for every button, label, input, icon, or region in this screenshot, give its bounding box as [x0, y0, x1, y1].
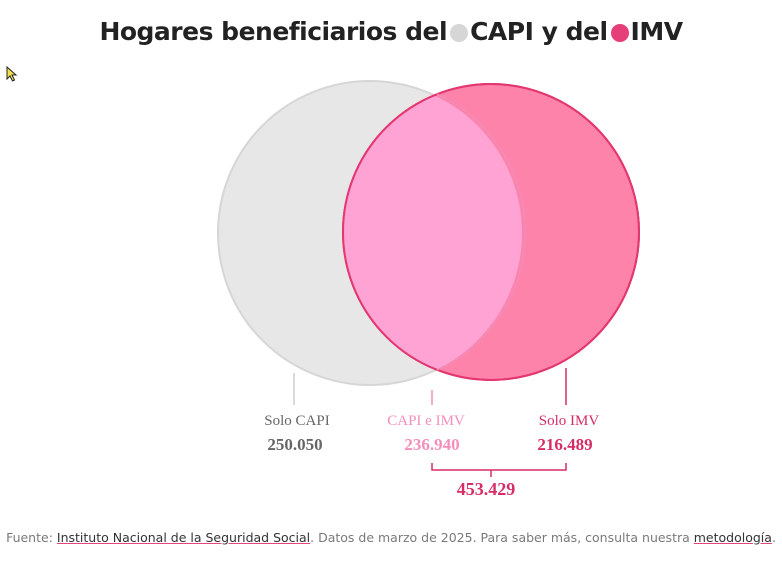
source-note: Fuente: Instituto Nacional de la Segurid…	[0, 530, 782, 545]
capi-legend-dot	[450, 24, 469, 42]
overlap-value: 236.940	[404, 435, 459, 454]
title-capi: CAPI	[470, 17, 534, 46]
solo-imv-label: Solo IMV	[539, 413, 600, 429]
chart-title: Hogares beneficiarios del CAPI y del IMV	[0, 17, 782, 46]
title-prefix: Hogares beneficiarios del	[99, 17, 448, 46]
imv-circle-outline	[342, 83, 640, 381]
imv-legend-dot	[610, 24, 629, 42]
mouse-cursor-icon	[6, 66, 18, 82]
venn-diagram: Solo CAPI 250.050 CAPI e IMV 236.940 Sol…	[217, 80, 640, 499]
solo-imv-value: 216.489	[537, 435, 592, 454]
footer-suffix: .	[771, 530, 776, 545]
capi-arc-overlay	[436, 93, 527, 371]
solo-capi-value: 250.050	[267, 435, 322, 454]
solo-capi-label: Solo CAPI	[264, 413, 329, 429]
footer-middle: . Datos de marzo de 2025. Para saber más…	[310, 530, 694, 545]
imv-total-value: 453.429	[457, 479, 516, 499]
footer-prefix: Fuente:	[6, 530, 57, 545]
overlap-region	[343, 84, 522, 380]
methodology-link[interactable]: metodología	[693, 530, 772, 545]
title-imv: IMV	[630, 17, 684, 46]
title-middle: y del	[541, 17, 608, 46]
overlap-label: CAPI e IMV	[387, 413, 465, 429]
source-link[interactable]: Instituto Nacional de la Seguridad Socia…	[56, 530, 311, 545]
imv-total-bracket	[431, 463, 567, 477]
